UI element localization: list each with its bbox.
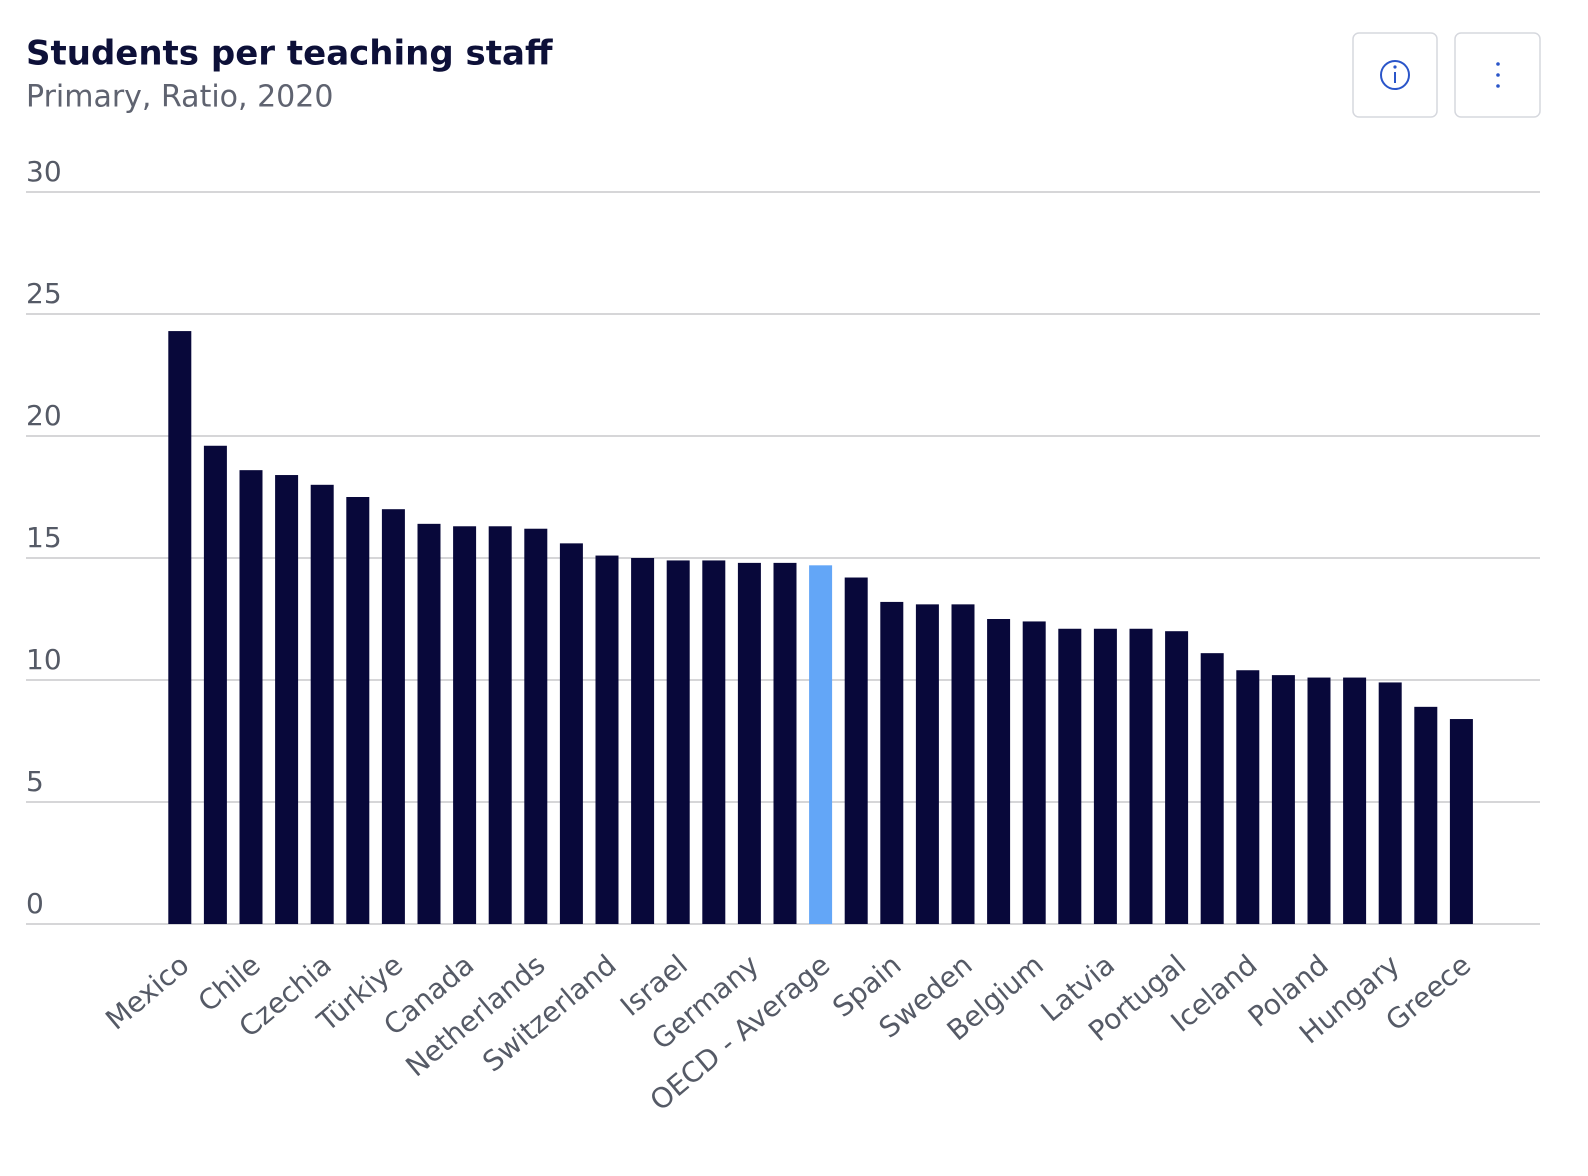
bar — [203, 445, 227, 924]
bar — [915, 604, 939, 924]
info-button[interactable] — [1352, 32, 1438, 118]
bar — [346, 497, 370, 924]
bar — [1093, 628, 1117, 924]
bar — [702, 560, 726, 924]
bar — [1200, 653, 1224, 924]
bar — [559, 543, 583, 924]
bar — [1449, 719, 1473, 924]
bar — [987, 619, 1011, 924]
bar — [310, 484, 334, 924]
bar — [168, 331, 192, 925]
y-tick-label: 25 — [26, 277, 62, 310]
bar — [1129, 628, 1153, 924]
bar — [1058, 628, 1082, 924]
y-tick-label: 15 — [26, 521, 62, 554]
bar — [1307, 677, 1331, 924]
chart-subtitle: Primary, Ratio, 2020 — [26, 80, 333, 115]
bar — [453, 526, 477, 924]
bar — [1271, 675, 1295, 924]
bar — [1022, 621, 1046, 924]
bar — [381, 509, 405, 924]
bar — [1343, 677, 1367, 924]
bar — [1165, 631, 1189, 924]
bar — [275, 475, 299, 924]
x-tick-label: Mexico — [99, 948, 195, 1036]
menu-button[interactable] — [1454, 32, 1541, 118]
bar — [524, 528, 548, 924]
chart-title: Students per teaching staff — [26, 34, 553, 74]
bar — [773, 562, 797, 924]
bar — [737, 562, 761, 924]
bar — [1414, 706, 1438, 924]
y-tick-label: 0 — [26, 887, 44, 920]
bar — [239, 470, 263, 924]
y-tick-label: 30 — [26, 155, 62, 188]
bar — [1236, 670, 1260, 924]
y-tick-label: 20 — [26, 399, 62, 432]
bar — [880, 601, 904, 924]
bar — [809, 565, 833, 924]
bar — [488, 526, 512, 924]
y-tick-label: 10 — [26, 643, 62, 676]
bar — [666, 560, 690, 924]
bar — [951, 604, 975, 924]
y-tick-label: 5 — [26, 765, 44, 798]
bar — [844, 577, 868, 924]
bar — [595, 555, 619, 924]
bar — [1378, 682, 1402, 924]
bar — [631, 558, 655, 924]
bar — [417, 523, 441, 924]
